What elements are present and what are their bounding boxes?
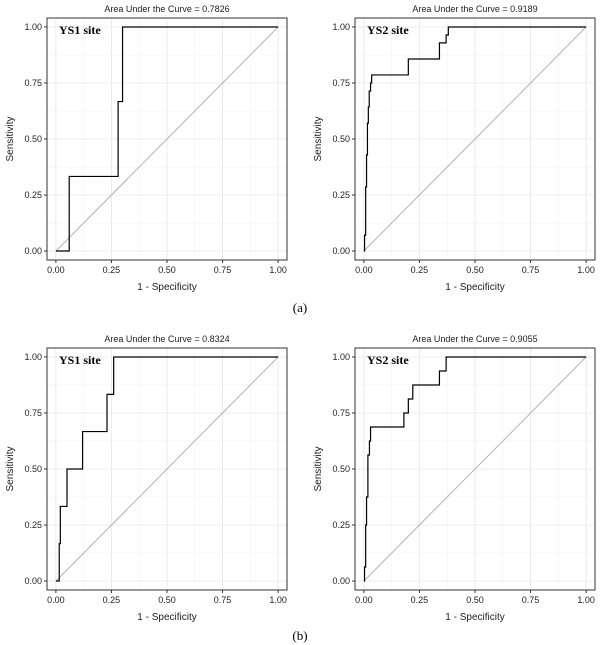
roc-panel: 0.00 0.25 0.50 0.75 1.00 0.00 0.25 0.50 0.75 1.00… <box>5 334 288 623</box>
roc-panel: 0.00 0.25 0.50 0.75 1.00 0.00 0.25 0.50 0.75 1.00… <box>313 334 596 623</box>
y-tick-label: 0.25 <box>24 520 42 530</box>
reference-diagonal <box>55 356 279 582</box>
site-annotation: YS1 site <box>59 353 101 367</box>
x-tick-label: 1.00 <box>577 265 595 275</box>
chart-title: Area Under the Curve = 0.7826 <box>104 4 229 14</box>
site-annotation: YS2 site <box>367 353 409 367</box>
roc-curve <box>55 26 279 252</box>
x-tick-label: 0.50 <box>158 265 176 275</box>
x-tick-label: 0.50 <box>158 595 176 605</box>
y-tick-label: 0.00 <box>332 576 350 586</box>
reference-diagonal <box>363 26 587 252</box>
chart-title: Area Under the Curve = 0.9055 <box>412 334 537 344</box>
x-tick-label: 0.00 <box>47 265 65 275</box>
x-tick-label: 1.00 <box>269 265 287 275</box>
x-tick-label: 1.00 <box>269 595 287 605</box>
y-axis-label: Sensitivity <box>313 446 324 491</box>
x-tick-label: 0.75 <box>214 595 232 605</box>
x-tick-label: 0.25 <box>103 265 121 275</box>
y-tick-label: 1.00 <box>24 22 42 32</box>
y-tick-label: 0.25 <box>332 520 350 530</box>
y-tick-label: 0.50 <box>332 134 350 144</box>
y-tick-label: 0.75 <box>24 78 42 88</box>
site-annotation: YS1 site <box>59 23 101 37</box>
x-tick-label: 0.75 <box>214 265 232 275</box>
x-tick-label: 1.00 <box>577 595 595 605</box>
y-tick-label: 0.50 <box>24 464 42 474</box>
y-tick-label: 0.25 <box>332 190 350 200</box>
y-tick-label: 1.00 <box>332 352 350 362</box>
roc-curve <box>363 26 587 252</box>
roc-panels: 0.00 0.25 0.50 0.75 1.00 0.00 0.25 0.50 0.75 1.00… <box>5 4 596 623</box>
x-tick-label: 0.00 <box>47 595 65 605</box>
x-tick-label: 0.00 <box>355 595 373 605</box>
reference-diagonal <box>55 26 279 252</box>
figure-label-b: (b) <box>292 628 307 643</box>
x-axis-label: 1 - Specificity <box>445 282 504 293</box>
roc-panel: 0.00 0.25 0.50 0.75 1.00 0.00 0.25 0.50 0.75 1.00… <box>313 4 596 293</box>
y-tick-label: 0.75 <box>24 408 42 418</box>
y-tick-label: 0.50 <box>24 134 42 144</box>
x-axis-label: 1 - Specificity <box>137 282 196 293</box>
chart-title: Area Under the Curve = 0.8324 <box>104 334 229 344</box>
y-tick-label: 0.00 <box>24 246 42 256</box>
reference-diagonal <box>363 356 587 582</box>
chart-title: Area Under the Curve = 0.9189 <box>412 4 537 14</box>
y-tick-label: 0.75 <box>332 408 350 418</box>
x-tick-label: 0.00 <box>355 265 373 275</box>
x-tick-label: 0.25 <box>411 265 429 275</box>
x-axis-label: 1 - Specificity <box>445 612 504 623</box>
roc-panel: 0.00 0.25 0.50 0.75 1.00 0.00 0.25 0.50 0.75 1.00… <box>5 4 288 293</box>
y-axis-label: Sensitivity <box>5 116 16 161</box>
x-tick-label: 0.75 <box>522 265 540 275</box>
y-axis-label: Sensitivity <box>5 446 16 491</box>
x-axis-label: 1 - Specificity <box>137 612 196 623</box>
x-tick-label: 0.25 <box>411 595 429 605</box>
y-tick-label: 0.75 <box>332 78 350 88</box>
x-tick-label: 0.75 <box>522 595 540 605</box>
x-tick-label: 0.50 <box>466 595 484 605</box>
y-tick-label: 1.00 <box>24 352 42 362</box>
x-tick-label: 0.25 <box>103 595 121 605</box>
roc-curve <box>363 356 587 582</box>
y-tick-label: 1.00 <box>332 22 350 32</box>
y-tick-label: 0.50 <box>332 464 350 474</box>
y-tick-label: 0.25 <box>24 190 42 200</box>
y-tick-label: 0.00 <box>24 576 42 586</box>
roc-curve <box>55 356 279 582</box>
figure-label-a: (a) <box>293 300 307 315</box>
y-axis-label: Sensitivity <box>313 116 324 161</box>
x-tick-label: 0.50 <box>466 265 484 275</box>
site-annotation: YS2 site <box>367 23 409 37</box>
y-tick-label: 0.00 <box>332 246 350 256</box>
